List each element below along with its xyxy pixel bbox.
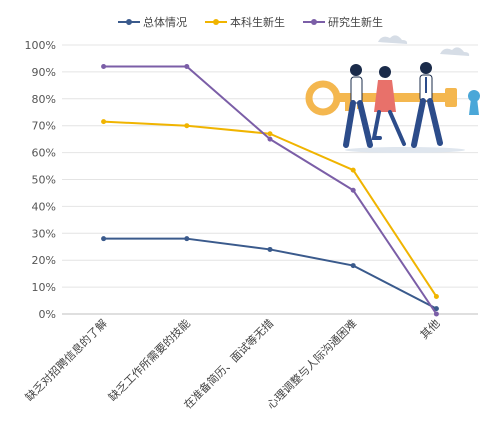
y-tick-label: 90%: [32, 66, 56, 79]
legend-label-series-2: 研究生新生: [328, 16, 383, 29]
x-tick-label: 其他: [418, 317, 443, 342]
data-point: [267, 246, 273, 252]
data-point: [350, 167, 356, 173]
x-axis: 缺乏对招聘信息的了解缺乏工作所需要的技能在准备简历、面试等无措心理调整与人际沟通…: [22, 316, 442, 411]
person-figure: [411, 62, 443, 148]
series-2: [101, 64, 439, 317]
y-tick-label: 60%: [32, 147, 56, 160]
series-0: [101, 236, 439, 312]
legend-swatch-series-1: [205, 17, 227, 27]
data-point: [433, 311, 439, 317]
data-point: [184, 236, 190, 242]
cloud-icon: [378, 35, 408, 44]
data-point: [101, 64, 107, 70]
legend-item-series-0: 总体情况: [118, 14, 187, 30]
y-tick-label: 30%: [32, 227, 56, 240]
gridlines: [62, 44, 478, 315]
cloud-icon: [440, 47, 470, 56]
x-tick-label: 心理调整与人际沟通困难: [264, 316, 359, 411]
data-point: [101, 236, 107, 242]
legend-swatch-series-2: [303, 17, 325, 27]
legend-item-series-1: 本科生新生: [205, 14, 285, 30]
y-tick-label: 0%: [39, 308, 56, 321]
y-tick-label: 70%: [32, 120, 56, 133]
y-tick-label: 80%: [32, 93, 56, 106]
person-figure: [343, 64, 373, 148]
x-tick-label: 缺乏工作所需要的技能: [105, 316, 193, 404]
legend-swatch-series-0: [118, 17, 140, 27]
legend-label-series-1: 本科生新生: [230, 16, 285, 29]
data-point: [267, 131, 273, 137]
y-axis: 0% 10% 20% 30% 40% 50% 60% 70% 80% 90% 100%: [25, 39, 56, 321]
team-carrying-key-illustration: [305, 35, 480, 153]
y-tick-label: 20%: [32, 254, 56, 267]
chart-legend: 总体情况 本科生新生 研究生新生: [118, 14, 383, 30]
data-point: [433, 294, 439, 300]
y-tick-label: 100%: [25, 39, 56, 52]
data-point: [433, 306, 439, 312]
legend-item-series-2: 研究生新生: [303, 14, 383, 30]
data-point: [184, 123, 190, 129]
data-point: [350, 263, 356, 269]
data-point: [350, 187, 356, 193]
series-1: [101, 119, 439, 300]
y-tick-label: 50%: [32, 174, 56, 187]
y-tick-label: 10%: [32, 281, 56, 294]
data-point: [101, 119, 107, 125]
legend-label-series-0: 总体情况: [143, 16, 187, 29]
series-lines: [101, 64, 439, 317]
x-tick-label: 缺乏对招聘信息的了解: [22, 316, 110, 404]
ground-shadow: [345, 147, 465, 153]
keyhole-icon: [468, 90, 480, 115]
data-point: [184, 64, 190, 70]
person-figure: [371, 66, 406, 146]
y-tick-label: 40%: [32, 200, 56, 213]
x-tick-label: 在准备简历、面试等无措: [181, 316, 276, 411]
data-point: [267, 136, 273, 142]
